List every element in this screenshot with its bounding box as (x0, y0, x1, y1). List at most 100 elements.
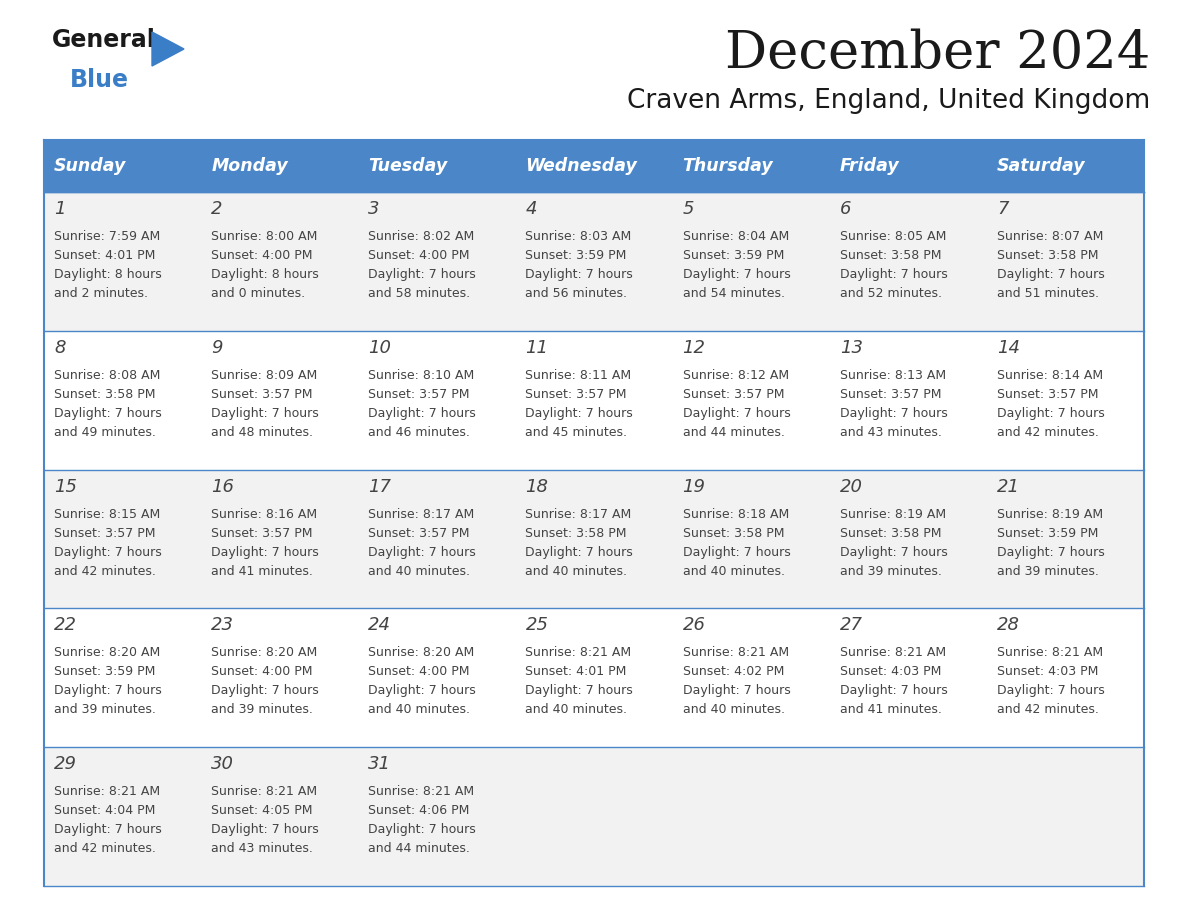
Bar (359, 470, 516, 609)
Text: 7: 7 (997, 200, 1009, 218)
Bar (672, 470, 829, 609)
Text: Sunrise: 8:09 AM: Sunrise: 8:09 AM (211, 369, 317, 382)
Bar (987, 747, 1144, 886)
Bar (44, 609, 201, 747)
Text: Wednesday: Wednesday (525, 157, 637, 175)
Text: and 2 minutes.: and 2 minutes. (53, 287, 148, 300)
Bar (516, 192, 672, 330)
Text: and 42 minutes.: and 42 minutes. (53, 842, 156, 856)
Text: and 46 minutes.: and 46 minutes. (368, 426, 470, 439)
Text: Blue: Blue (70, 68, 129, 92)
Text: and 40 minutes.: and 40 minutes. (368, 703, 470, 716)
Text: and 40 minutes.: and 40 minutes. (683, 703, 784, 716)
Text: Daylight: 7 hours: Daylight: 7 hours (368, 268, 476, 281)
Text: and 42 minutes.: and 42 minutes. (53, 565, 156, 577)
Bar (359, 609, 516, 747)
Text: Sunset: 3:58 PM: Sunset: 3:58 PM (840, 249, 941, 262)
Text: Sunrise: 8:04 AM: Sunrise: 8:04 AM (683, 230, 789, 243)
Text: and 52 minutes.: and 52 minutes. (840, 287, 942, 300)
Text: Daylight: 7 hours: Daylight: 7 hours (997, 268, 1105, 281)
Text: 30: 30 (211, 756, 234, 773)
Text: Sunrise: 8:12 AM: Sunrise: 8:12 AM (683, 369, 789, 382)
Bar (672, 747, 829, 886)
Text: Sunrise: 8:21 AM: Sunrise: 8:21 AM (683, 646, 789, 659)
Text: Sunset: 3:57 PM: Sunset: 3:57 PM (53, 527, 156, 540)
Text: Sunrise: 8:14 AM: Sunrise: 8:14 AM (997, 369, 1102, 382)
Text: Monday: Monday (211, 157, 287, 175)
Text: Daylight: 7 hours: Daylight: 7 hours (683, 545, 790, 558)
Text: and 39 minutes.: and 39 minutes. (997, 565, 1099, 577)
Text: Sunrise: 8:17 AM: Sunrise: 8:17 AM (525, 508, 632, 521)
Text: Sunset: 3:58 PM: Sunset: 3:58 PM (840, 527, 941, 540)
Text: Sunrise: 8:07 AM: Sunrise: 8:07 AM (997, 230, 1104, 243)
Text: Sunset: 3:58 PM: Sunset: 3:58 PM (525, 527, 627, 540)
Text: Sunset: 3:57 PM: Sunset: 3:57 PM (211, 527, 312, 540)
Text: Sunset: 4:00 PM: Sunset: 4:00 PM (368, 666, 469, 678)
Text: Daylight: 7 hours: Daylight: 7 hours (683, 685, 790, 698)
Text: Sunrise: 8:21 AM: Sunrise: 8:21 AM (525, 646, 632, 659)
Bar (201, 192, 359, 330)
Text: 14: 14 (997, 339, 1019, 357)
Text: and 41 minutes.: and 41 minutes. (840, 703, 942, 716)
Text: Sunset: 3:57 PM: Sunset: 3:57 PM (211, 387, 312, 401)
Text: Sunrise: 8:11 AM: Sunrise: 8:11 AM (525, 369, 632, 382)
Text: Daylight: 7 hours: Daylight: 7 hours (211, 823, 318, 836)
Text: 11: 11 (525, 339, 549, 357)
Text: 6: 6 (840, 200, 852, 218)
Text: Sunrise: 8:03 AM: Sunrise: 8:03 AM (525, 230, 632, 243)
Text: Daylight: 7 hours: Daylight: 7 hours (525, 268, 633, 281)
Text: 10: 10 (368, 339, 391, 357)
Text: Sunset: 3:57 PM: Sunset: 3:57 PM (368, 387, 469, 401)
Text: Sunset: 3:57 PM: Sunset: 3:57 PM (997, 387, 1099, 401)
Text: 27: 27 (840, 616, 862, 634)
Text: Sunrise: 8:21 AM: Sunrise: 8:21 AM (840, 646, 946, 659)
Text: General: General (52, 28, 156, 52)
Text: Sunset: 4:06 PM: Sunset: 4:06 PM (368, 804, 469, 817)
Text: Sunset: 3:57 PM: Sunset: 3:57 PM (368, 527, 469, 540)
Text: and 45 minutes.: and 45 minutes. (525, 426, 627, 439)
Text: and 44 minutes.: and 44 minutes. (368, 842, 470, 856)
Text: Sunset: 4:01 PM: Sunset: 4:01 PM (525, 666, 627, 678)
Text: Sunrise: 8:19 AM: Sunrise: 8:19 AM (997, 508, 1102, 521)
Text: Sunrise: 8:05 AM: Sunrise: 8:05 AM (840, 230, 946, 243)
Text: Daylight: 7 hours: Daylight: 7 hours (525, 545, 633, 558)
Text: Sunrise: 8:21 AM: Sunrise: 8:21 AM (368, 785, 474, 798)
Text: 12: 12 (683, 339, 706, 357)
Bar (44, 192, 201, 330)
Text: and 40 minutes.: and 40 minutes. (525, 565, 627, 577)
Bar (987, 470, 1144, 609)
Text: 2: 2 (211, 200, 222, 218)
Text: Sunset: 3:58 PM: Sunset: 3:58 PM (683, 527, 784, 540)
Text: Sunset: 4:03 PM: Sunset: 4:03 PM (997, 666, 1098, 678)
Bar (201, 330, 359, 470)
Text: and 42 minutes.: and 42 minutes. (997, 426, 1099, 439)
Text: 18: 18 (525, 477, 549, 496)
Text: Sunrise: 8:21 AM: Sunrise: 8:21 AM (997, 646, 1102, 659)
Text: Daylight: 7 hours: Daylight: 7 hours (368, 545, 476, 558)
Bar (516, 747, 672, 886)
Text: 8: 8 (53, 339, 65, 357)
Text: and 41 minutes.: and 41 minutes. (211, 565, 312, 577)
Bar (201, 747, 359, 886)
Text: Daylight: 7 hours: Daylight: 7 hours (368, 407, 476, 420)
Text: Sunset: 4:00 PM: Sunset: 4:00 PM (211, 666, 312, 678)
Bar (359, 747, 516, 886)
Text: Sunset: 3:59 PM: Sunset: 3:59 PM (683, 249, 784, 262)
Text: Daylight: 7 hours: Daylight: 7 hours (525, 407, 633, 420)
Text: Daylight: 7 hours: Daylight: 7 hours (211, 685, 318, 698)
Text: and 40 minutes.: and 40 minutes. (683, 565, 784, 577)
Text: Sunday: Sunday (53, 157, 126, 175)
Bar (44, 140, 201, 192)
Text: and 43 minutes.: and 43 minutes. (211, 842, 312, 856)
Bar (829, 747, 987, 886)
Bar (987, 330, 1144, 470)
Text: Sunrise: 8:15 AM: Sunrise: 8:15 AM (53, 508, 160, 521)
Bar (516, 470, 672, 609)
Text: Tuesday: Tuesday (368, 157, 448, 175)
Text: and 39 minutes.: and 39 minutes. (53, 703, 156, 716)
Text: 21: 21 (997, 477, 1019, 496)
Text: Sunset: 3:57 PM: Sunset: 3:57 PM (683, 387, 784, 401)
Text: Sunrise: 8:10 AM: Sunrise: 8:10 AM (368, 369, 474, 382)
Text: Sunset: 3:59 PM: Sunset: 3:59 PM (525, 249, 627, 262)
Bar (44, 330, 201, 470)
